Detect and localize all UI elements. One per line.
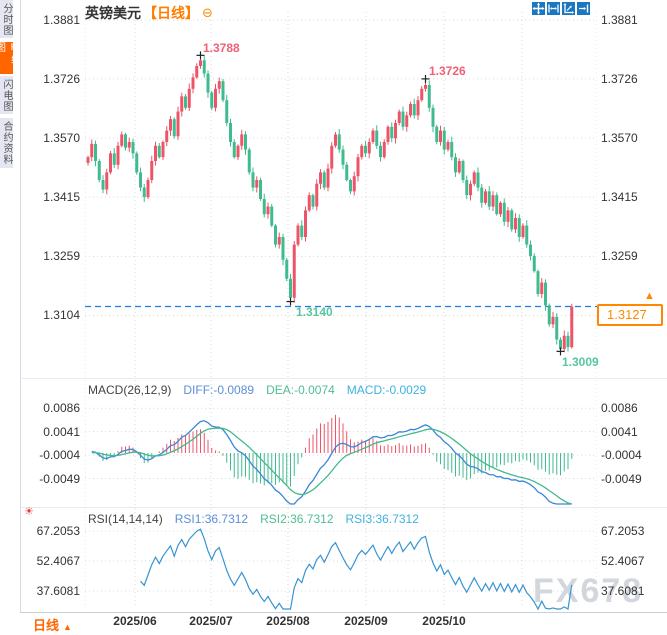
x-axis-label: 2025/06 bbox=[113, 614, 157, 628]
period-selector-label: 日线 bbox=[33, 618, 60, 633]
price-tick: 1.3259 bbox=[43, 249, 80, 263]
price-tick: 1.3881 bbox=[43, 13, 80, 27]
chart-title: 英镑美元 【日线】 ⊖ bbox=[85, 3, 213, 23]
symbol-name: 英镑美元 bbox=[85, 5, 141, 21]
macd-header: MACD(26,12,9) DIFF:-0.0089 DEA:-0.0074 MACD… bbox=[88, 383, 426, 397]
annotation-low-2: 1.3009 bbox=[562, 355, 599, 369]
step-forward-icon bbox=[579, 4, 589, 13]
rsi-tick: 67.2053 bbox=[36, 524, 80, 538]
annotation-low-1: 1.3140 bbox=[296, 305, 333, 319]
macd-tick-right: 0.0086 bbox=[601, 401, 638, 415]
sidebar-item-kline-chart[interactable]: K线图 bbox=[0, 42, 20, 74]
panel-separator bbox=[20, 378, 667, 379]
macd-tick-right: -0.0049 bbox=[601, 472, 642, 486]
macd-tick: -0.0004 bbox=[39, 448, 80, 462]
price-tick-right: 1.3881 bbox=[601, 13, 638, 27]
zoom-horizontal-icon bbox=[548, 4, 559, 13]
annotation-high-2: 1.3726 bbox=[429, 64, 466, 78]
rsi-tick-right: 67.2053 bbox=[601, 524, 645, 538]
pan-tool-button[interactable] bbox=[532, 2, 545, 15]
rsi-title: RSI(14,14,14) bbox=[88, 512, 163, 526]
rsi-tick: 52.4067 bbox=[36, 554, 80, 568]
macd-tick: 0.0041 bbox=[43, 425, 80, 439]
period-selector[interactable]: 日线 ▲ bbox=[33, 615, 72, 634]
indicator-settings-icon[interactable]: ☀ bbox=[24, 506, 34, 518]
macd-diff-value: DIFF:-0.0089 bbox=[183, 383, 255, 397]
price-tick-right: 1.3415 bbox=[601, 190, 638, 204]
triangle-up-icon: ▲ bbox=[63, 622, 72, 632]
current-price-tag: 1.3127 bbox=[597, 304, 663, 326]
collapse-circle-icon[interactable]: ⊖ bbox=[202, 5, 213, 20]
price-tick: 1.3570 bbox=[43, 131, 80, 145]
step-forward-button[interactable] bbox=[577, 2, 590, 15]
macd-tick: -0.0049 bbox=[39, 472, 80, 486]
annotation-high-1: 1.3788 bbox=[203, 41, 240, 55]
x-axis-label: 2025/08 bbox=[266, 614, 310, 628]
price-tick-right: 1.3570 bbox=[601, 131, 638, 145]
price-tick-right: 1.3259 bbox=[601, 249, 638, 263]
pan-icon bbox=[532, 2, 545, 15]
rsi-tick: 37.6081 bbox=[36, 584, 80, 598]
macd-value: MACD:-0.0029 bbox=[346, 383, 427, 397]
price-tick: 1.3415 bbox=[43, 190, 80, 204]
price-tick-right: 1.3726 bbox=[601, 72, 638, 86]
price-tick: 1.3104 bbox=[43, 308, 80, 322]
chart-plot-area[interactable] bbox=[85, 0, 597, 612]
watermark: FX678 bbox=[533, 572, 644, 610]
zoom-horizontal-button[interactable] bbox=[547, 2, 560, 15]
macd-title: MACD(26,12,9) bbox=[88, 383, 172, 397]
latest-price-arrow-icon: ▲ bbox=[644, 290, 655, 302]
bottom-bar bbox=[20, 612, 667, 635]
sidebar-item-contract-info[interactable]: 合约资料 bbox=[0, 118, 13, 168]
x-axis-label: 2025/09 bbox=[344, 614, 388, 628]
x-axis-label: 2025/07 bbox=[189, 614, 233, 628]
rsi-tick-right: 37.6081 bbox=[601, 584, 645, 598]
sidebar-item-time-chart[interactable]: 分时图 bbox=[0, 0, 13, 38]
period-tag: 【日线】 bbox=[143, 5, 199, 21]
rsi3-value: RSI3:36.7312 bbox=[345, 512, 419, 526]
rsi-tick-right: 52.4067 bbox=[601, 554, 645, 568]
rsi2-value: RSI2:36.7312 bbox=[260, 512, 334, 526]
rsi-header: RSI(14,14,14) RSI1:36.7312 RSI2:36.7312 RSI… bbox=[88, 512, 419, 526]
macd-tick-right: 0.0041 bbox=[601, 425, 638, 439]
axis-scale-button[interactable] bbox=[562, 2, 575, 15]
macd-tick: 0.0086 bbox=[43, 401, 80, 415]
macd-dea-value: DEA:-0.0074 bbox=[266, 383, 335, 397]
sidebar-item-lightning-chart[interactable]: 闪电图 bbox=[0, 76, 13, 114]
panel-separator bbox=[20, 507, 667, 508]
axis-scale-icon bbox=[563, 3, 574, 14]
x-axis-label: 2025/10 bbox=[422, 614, 466, 628]
price-tick: 1.3726 bbox=[43, 72, 80, 86]
content-divider bbox=[20, 0, 21, 612]
rsi1-value: RSI1:36.7312 bbox=[174, 512, 249, 526]
macd-tick-right: -0.0004 bbox=[601, 448, 642, 462]
